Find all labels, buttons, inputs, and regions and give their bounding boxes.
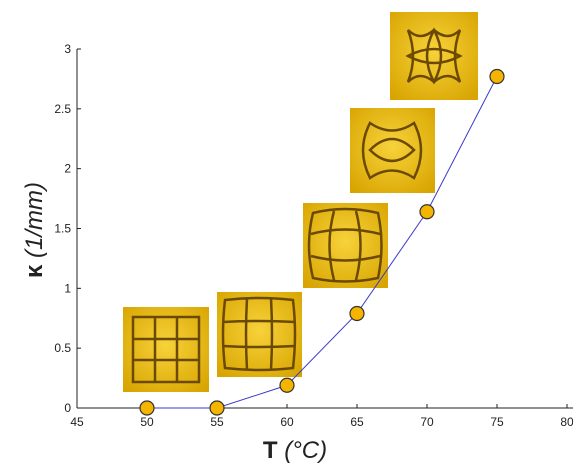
x-tick-label: 55 <box>210 415 224 429</box>
x-axis-label: T (°C) <box>263 437 327 464</box>
data-point <box>350 306 364 320</box>
y-axis-label: κ (1/mm) <box>21 182 48 278</box>
y-tick-label: 2.5 <box>54 102 71 116</box>
x-tick-label: 45 <box>70 415 84 429</box>
x-tick-label: 50 <box>140 415 154 429</box>
lattice-image <box>303 203 388 288</box>
lattice-images <box>123 12 478 392</box>
x-tick-label: 80 <box>560 415 573 429</box>
lattice-image <box>123 307 209 392</box>
x-tick-label: 75 <box>490 415 504 429</box>
x-tick-label: 60 <box>280 415 294 429</box>
data-point <box>490 70 504 84</box>
data-point <box>140 401 154 415</box>
x-label-symbol: T <box>263 437 278 464</box>
x-label-unit: (°C) <box>284 437 327 464</box>
y-tick-label: 3 <box>64 42 71 56</box>
y-tick-label: 1.5 <box>54 222 71 236</box>
x-tick-label: 65 <box>350 415 364 429</box>
lattice-image <box>390 12 478 100</box>
lattice-image <box>350 108 435 193</box>
lattice-image <box>217 292 302 377</box>
y-tick-label: 0.5 <box>54 341 71 355</box>
y-label-symbol: κ <box>21 264 48 278</box>
data-point <box>280 378 294 392</box>
chart: T (°C) κ (1/mm) 45 50 55 60 65 70 75 80 0 0.5 1 1.5… <box>0 0 573 467</box>
y-tick-label: 0 <box>64 401 71 415</box>
data-point <box>420 205 434 219</box>
data-point <box>210 401 224 415</box>
x-tick-label: 70 <box>420 415 434 429</box>
y-tick-label: 1 <box>64 281 71 295</box>
y-tick-label: 2 <box>64 162 71 176</box>
y-label-unit: (1/mm) <box>21 182 48 258</box>
